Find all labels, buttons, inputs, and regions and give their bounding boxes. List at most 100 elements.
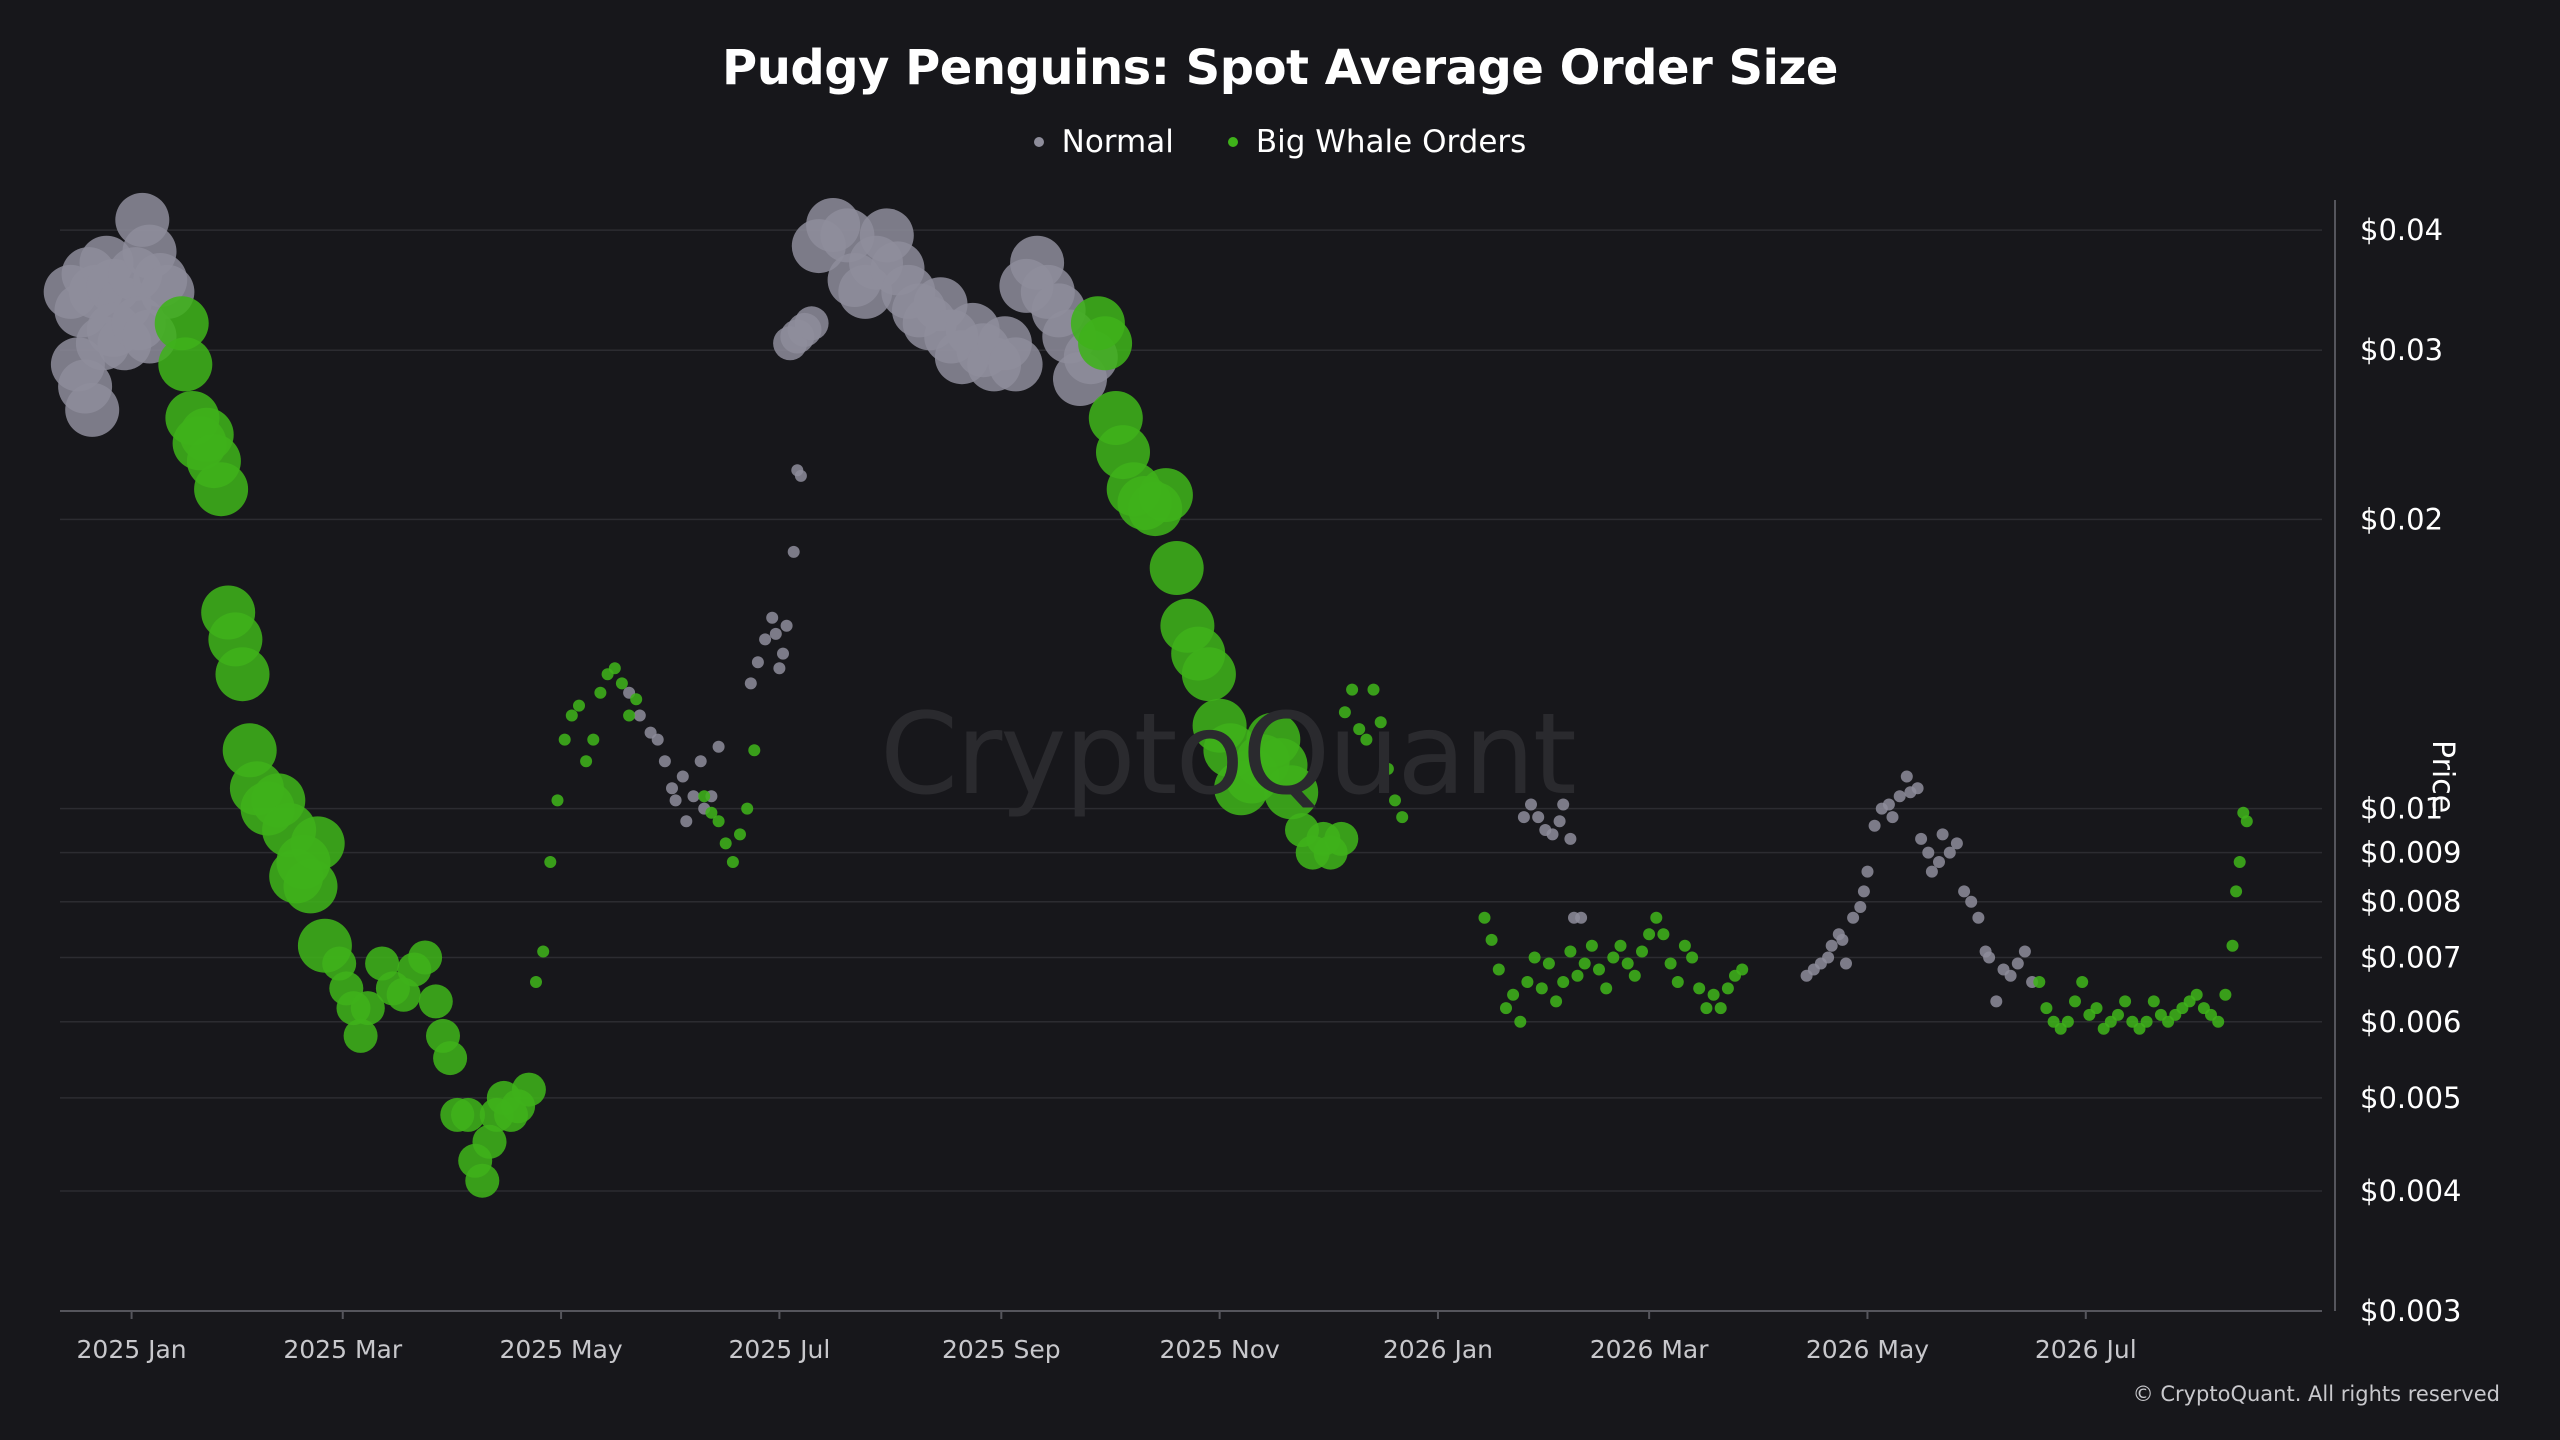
point-big-whale-order[interactable] (1671, 976, 1684, 988)
point-normal[interactable] (658, 755, 671, 768)
point-big-whale-order[interactable] (1607, 951, 1620, 964)
point-big-whale-order[interactable] (594, 686, 607, 699)
point-big-whale-order[interactable] (1707, 988, 1720, 1001)
point-normal[interactable] (1943, 846, 1956, 859)
point-big-whale-order[interactable] (2212, 1015, 2225, 1028)
point-big-whale-order[interactable] (1360, 733, 1373, 746)
point-normal[interactable] (1553, 815, 1566, 828)
point-big-whale-order[interactable] (1636, 945, 1648, 958)
point-big-whale-order[interactable] (2190, 988, 2203, 1001)
point-big-whale-order[interactable] (1585, 939, 1598, 952)
point-big-whale-order[interactable] (408, 940, 443, 975)
point-big-whale-order[interactable] (1614, 939, 1627, 952)
point-normal[interactable] (687, 790, 700, 803)
point-normal[interactable] (1893, 790, 1906, 803)
point-big-whale-order[interactable] (1389, 794, 1401, 807)
point-normal[interactable] (666, 782, 678, 795)
point-big-whale-order[interactable] (580, 755, 593, 768)
point-big-whale-order[interactable] (1550, 995, 1563, 1008)
point-big-whale-order[interactable] (530, 976, 542, 988)
point-normal[interactable] (769, 627, 782, 640)
point-big-whale-order[interactable] (158, 337, 213, 392)
point-big-whale-order[interactable] (1521, 976, 1534, 988)
point-big-whale-order[interactable] (433, 1041, 468, 1076)
point-big-whale-order[interactable] (1500, 1002, 1512, 1015)
point-big-whale-order[interactable] (194, 462, 249, 517)
point-big-whale-order[interactable] (698, 790, 711, 803)
point-big-whale-order[interactable] (2233, 856, 2246, 868)
point-normal[interactable] (1900, 770, 1913, 783)
point-normal[interactable] (2011, 957, 2024, 970)
point-big-whale-order[interactable] (1149, 541, 1204, 595)
point-normal[interactable] (1933, 856, 1945, 868)
point-normal[interactable] (680, 815, 693, 828)
point-normal[interactable] (712, 740, 725, 753)
point-big-whale-order[interactable] (1138, 468, 1193, 523)
point-big-whale-order[interactable] (1564, 945, 1577, 958)
point-normal[interactable] (773, 662, 786, 675)
point-big-whale-order[interactable] (1396, 811, 1409, 824)
point-big-whale-order[interactable] (1643, 928, 1656, 941)
point-big-whale-order[interactable] (1485, 933, 1498, 946)
point-big-whale-order[interactable] (2076, 976, 2089, 988)
point-big-whale-order[interactable] (630, 693, 643, 706)
point-normal[interactable] (1868, 819, 1881, 832)
point-big-whale-order[interactable] (1324, 821, 1359, 856)
point-normal[interactable] (1922, 846, 1935, 859)
point-big-whale-order[interactable] (2112, 1008, 2124, 1021)
point-normal[interactable] (1840, 957, 1852, 970)
point-big-whale-order[interactable] (1628, 969, 1641, 982)
point-normal[interactable] (1557, 798, 1570, 811)
point-normal[interactable] (1517, 811, 1530, 824)
point-normal[interactable] (1532, 811, 1545, 824)
point-normal[interactable] (65, 382, 120, 437)
point-big-whale-order[interactable] (748, 744, 761, 757)
point-big-whale-order[interactable] (741, 802, 754, 815)
point-big-whale-order[interactable] (1650, 911, 1663, 924)
point-big-whale-order[interactable] (290, 816, 345, 871)
point-big-whale-order[interactable] (1664, 957, 1677, 970)
point-normal[interactable] (1546, 828, 1559, 841)
point-big-whale-order[interactable] (1714, 1002, 1727, 1015)
point-big-whale-order[interactable] (472, 1124, 507, 1159)
point-normal[interactable] (1854, 901, 1867, 913)
point-normal[interactable] (1911, 782, 1924, 795)
point-big-whale-order[interactable] (623, 709, 636, 722)
point-big-whale-order[interactable] (1686, 951, 1699, 964)
point-big-whale-order[interactable] (1367, 683, 1380, 696)
point-normal[interactable] (1825, 939, 1838, 952)
point-big-whale-order[interactable] (418, 984, 453, 1019)
point-big-whale-order[interactable] (1542, 957, 1555, 970)
point-big-whale-order[interactable] (2230, 885, 2243, 898)
point-big-whale-order[interactable] (544, 856, 557, 868)
point-big-whale-order[interactable] (1700, 1002, 1713, 1015)
point-big-whale-order[interactable] (551, 794, 564, 807)
point-big-whale-order[interactable] (1657, 928, 1670, 941)
point-normal[interactable] (759, 633, 772, 646)
point-big-whale-order[interactable] (608, 662, 621, 675)
point-normal[interactable] (669, 794, 682, 807)
point-big-whale-order[interactable] (573, 699, 585, 712)
point-normal[interactable] (1564, 832, 1577, 845)
point-big-whale-order[interactable] (1621, 957, 1634, 970)
point-big-whale-order[interactable] (465, 1163, 500, 1198)
point-normal[interactable] (1936, 828, 1949, 841)
point-normal[interactable] (1950, 837, 1963, 850)
point-normal[interactable] (1915, 832, 1928, 845)
point-normal[interactable] (1965, 895, 1978, 908)
point-normal[interactable] (651, 733, 664, 746)
point-normal[interactable] (787, 545, 800, 558)
point-big-whale-order[interactable] (1507, 988, 1520, 1001)
point-normal[interactable] (1983, 951, 1996, 964)
point-big-whale-order[interactable] (1578, 957, 1591, 970)
point-big-whale-order[interactable] (451, 1097, 485, 1132)
point-big-whale-order[interactable] (2119, 995, 2132, 1008)
point-big-whale-order[interactable] (1374, 716, 1387, 729)
point-big-whale-order[interactable] (2040, 1002, 2053, 1015)
point-normal[interactable] (1972, 911, 1985, 924)
point-big-whale-order[interactable] (2090, 1002, 2103, 1015)
point-normal[interactable] (794, 306, 829, 341)
point-big-whale-order[interactable] (1078, 316, 1133, 371)
point-big-whale-order[interactable] (1181, 647, 1236, 702)
point-normal[interactable] (1886, 811, 1899, 824)
